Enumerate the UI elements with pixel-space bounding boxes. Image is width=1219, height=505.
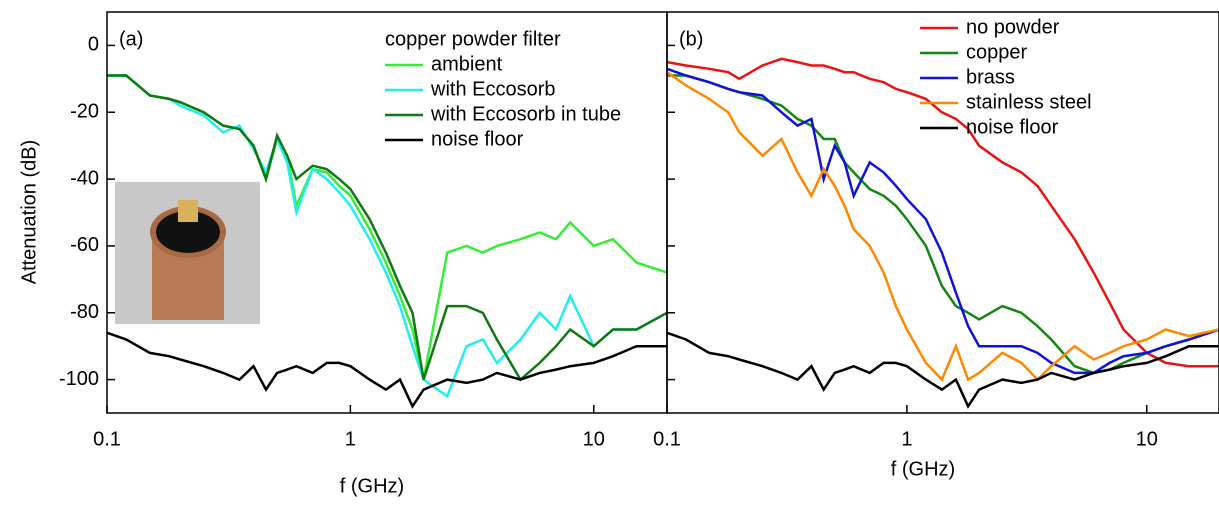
legend-label: no powder bbox=[966, 16, 1060, 38]
y-tick-label: -40 bbox=[70, 167, 99, 189]
legend-label: copper bbox=[966, 41, 1027, 63]
x-axis-label: f (GHz) bbox=[340, 475, 404, 497]
photo-connector bbox=[178, 200, 198, 222]
legend-label: noise floor bbox=[431, 128, 524, 150]
x-tick-label: 10 bbox=[583, 428, 605, 450]
x-tick-label: 0.1 bbox=[653, 428, 681, 450]
series-line bbox=[667, 67, 1219, 375]
panel: 0.1 1 10 (b) f (GHz) no powder copper brass stai… bbox=[653, 11, 1219, 480]
photo-opening bbox=[156, 211, 220, 253]
series-line bbox=[107, 331, 667, 409]
y-tick-label: -60 bbox=[70, 234, 99, 256]
x-tick-label: 1 bbox=[345, 428, 356, 450]
y-tick-label: -100 bbox=[59, 368, 99, 390]
series-line bbox=[667, 74, 1219, 375]
plot-frame bbox=[666, 11, 1219, 414]
series-line bbox=[667, 71, 1219, 382]
legend-label: stainless steel bbox=[966, 91, 1092, 113]
y-tick-label: -80 bbox=[70, 301, 99, 323]
legend-label: ambient bbox=[431, 53, 503, 75]
y-axis-label: Attenuation (dB) bbox=[18, 140, 40, 285]
panel-label: (a) bbox=[119, 28, 143, 50]
x-axis-label: f (GHz) bbox=[891, 458, 955, 480]
legend-label: with Eccosorb in tube bbox=[430, 103, 621, 125]
panel: -100 -80 -60 -40 -20 0 0.1 1 10 (a) f (GHz) copper … bbox=[59, 11, 668, 497]
legend-label: noise floor bbox=[966, 116, 1059, 138]
series-line bbox=[107, 74, 667, 382]
series-line bbox=[107, 74, 667, 399]
x-tick-label: 0.1 bbox=[93, 428, 121, 450]
panel-label: (b) bbox=[679, 28, 703, 50]
legend-label: with Eccosorb bbox=[430, 78, 556, 100]
x-tick-label: 1 bbox=[901, 428, 912, 450]
legend-title: copper powder filter bbox=[385, 28, 561, 50]
y-tick-label: -20 bbox=[70, 101, 99, 123]
inset-photo bbox=[115, 182, 260, 324]
x-tick-label: 10 bbox=[1136, 428, 1158, 450]
y-tick-label: 0 bbox=[88, 34, 99, 56]
series-line bbox=[667, 57, 1219, 368]
series-line bbox=[667, 331, 1219, 409]
legend-label: brass bbox=[966, 66, 1015, 88]
